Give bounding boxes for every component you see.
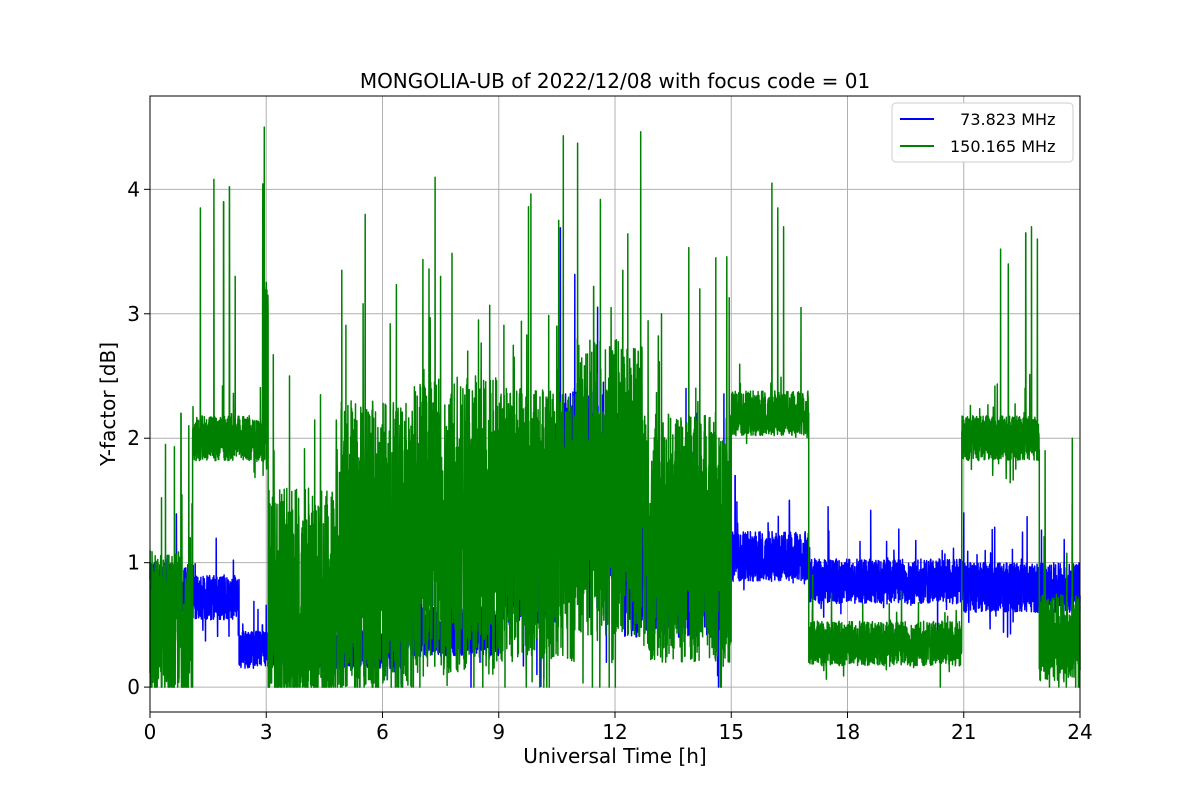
y-tick-label: 1 [127,551,140,575]
legend-label-series-1: 73.823 MHz [950,110,1055,129]
y-tick-label: 0 [127,675,140,699]
legend: 73.823 MHz 150.165 MHz [891,102,1074,163]
y-tick-label: 3 [127,302,140,326]
x-axis-label: Universal Time [h] [523,744,706,768]
x-axis: 0 3 6 9 12 15 18 21 24 [144,712,1093,744]
x-tick-label: 12 [602,720,627,744]
chart-title: MONGOLIA-UB of 2022/12/08 with focus cod… [360,69,870,93]
x-tick-label: 9 [492,720,505,744]
legend-label-series-2: 150.165 MHz [950,137,1055,156]
y-tick-label: 4 [127,177,140,201]
x-tick-label: 18 [835,720,860,744]
x-tick-label: 15 [719,720,744,744]
x-tick-label: 3 [260,720,273,744]
x-tick-label: 24 [1067,720,1092,744]
y-tick-label: 2 [127,426,140,450]
x-tick-label: 21 [951,720,976,744]
y-axis: 0 1 2 3 4 [127,177,150,699]
x-tick-label: 0 [144,720,157,744]
plot-area [149,126,1081,688]
series-line-2 [149,126,1081,688]
y-axis-label: Y-factor [dB] [96,342,120,467]
x-tick-label: 6 [376,720,389,744]
legend-box [891,102,1074,163]
